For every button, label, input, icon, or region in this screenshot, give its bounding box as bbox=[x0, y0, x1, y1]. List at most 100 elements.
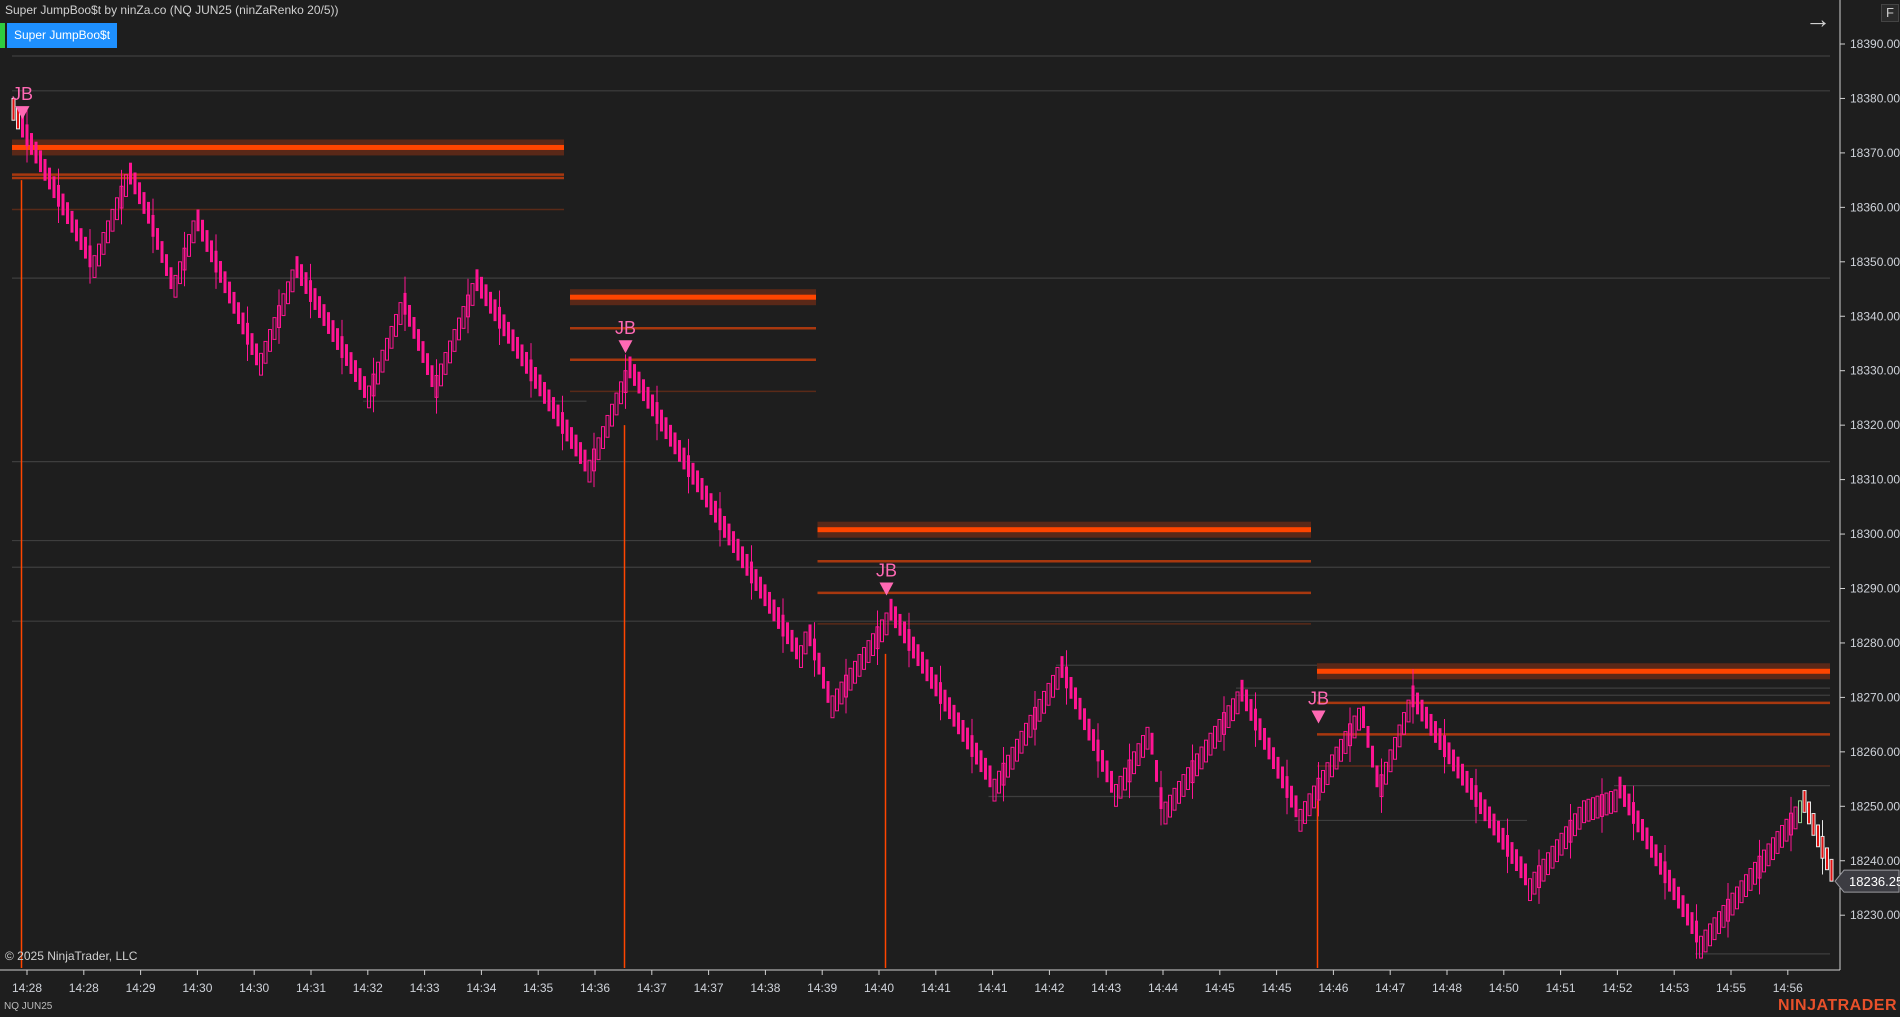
price-tick-label: 18300.00 bbox=[1850, 527, 1900, 541]
down-bar bbox=[133, 172, 137, 195]
price-tick-label: 18250.00 bbox=[1850, 799, 1900, 813]
up-bar bbox=[601, 426, 605, 449]
down-bar bbox=[322, 304, 326, 326]
down-bar bbox=[921, 651, 924, 674]
up-bar bbox=[1339, 738, 1343, 762]
up-bar bbox=[367, 385, 371, 409]
up-bar bbox=[1051, 674, 1055, 698]
down-bar bbox=[889, 598, 893, 621]
up-bar bbox=[1573, 813, 1577, 837]
up-bar bbox=[1316, 777, 1321, 801]
f-button[interactable]: F bbox=[1881, 4, 1899, 22]
down-bar bbox=[498, 306, 501, 329]
up-bar bbox=[115, 197, 119, 221]
down-bar bbox=[309, 280, 312, 302]
down-bar bbox=[1105, 760, 1109, 783]
down-bar bbox=[142, 192, 146, 214]
up-bar bbox=[848, 667, 853, 691]
down-bar bbox=[903, 621, 906, 644]
zone-main-level bbox=[570, 294, 816, 300]
down-bar bbox=[1245, 689, 1248, 712]
down-bar bbox=[1290, 785, 1293, 808]
down-bar bbox=[52, 176, 56, 199]
up-bar bbox=[1753, 861, 1757, 885]
down-bar bbox=[1659, 852, 1662, 875]
up-bar bbox=[1321, 770, 1325, 793]
down-bar bbox=[1829, 858, 1834, 882]
down-bar bbox=[1627, 793, 1631, 816]
time-tick-label: 14:48 bbox=[1432, 981, 1462, 995]
time-tick-label: 14:45 bbox=[1262, 981, 1292, 995]
down-bar bbox=[579, 442, 582, 464]
up-bar bbox=[587, 459, 592, 483]
up-bar bbox=[466, 294, 470, 318]
down-bar bbox=[1416, 692, 1419, 715]
instrument-label: NQ JUN25 bbox=[4, 1001, 53, 1012]
zone-main-level bbox=[1317, 668, 1830, 674]
up-bar bbox=[263, 340, 268, 364]
down-bar bbox=[961, 720, 965, 742]
up-bar bbox=[119, 185, 124, 209]
down-bar bbox=[160, 241, 164, 263]
up-bar bbox=[1780, 824, 1784, 848]
down-bar bbox=[520, 344, 524, 367]
up-bar bbox=[461, 306, 466, 329]
up-bar bbox=[290, 269, 295, 293]
up-bar bbox=[124, 174, 128, 197]
down-bar bbox=[475, 269, 479, 292]
time-tick-label: 14:46 bbox=[1318, 981, 1348, 995]
up-bar bbox=[1015, 738, 1019, 762]
price-tick-label: 18370.00 bbox=[1850, 146, 1900, 160]
up-bar bbox=[619, 381, 623, 405]
price-tick-label: 18310.00 bbox=[1850, 473, 1900, 487]
down-bar bbox=[979, 750, 983, 773]
up-bar bbox=[1793, 806, 1798, 830]
down-bar bbox=[313, 288, 317, 310]
up-bar bbox=[1235, 691, 1240, 715]
time-tick-label: 14:38 bbox=[750, 981, 780, 995]
price-tick-label: 18360.00 bbox=[1850, 200, 1900, 214]
up-bar bbox=[1028, 714, 1033, 738]
down-bar bbox=[732, 531, 735, 553]
down-bar bbox=[673, 432, 677, 455]
up-bar bbox=[1721, 904, 1726, 928]
up-bar bbox=[1564, 826, 1568, 850]
down-bar bbox=[1623, 785, 1626, 807]
up-bar bbox=[259, 352, 263, 376]
down-bar bbox=[565, 419, 569, 442]
down-bar bbox=[165, 254, 168, 276]
up-bar bbox=[1055, 666, 1060, 690]
down-bar bbox=[543, 382, 546, 404]
up-bar bbox=[1775, 831, 1780, 854]
down-bar bbox=[66, 202, 69, 225]
down-bar bbox=[169, 267, 173, 290]
down-bar bbox=[1276, 756, 1280, 779]
down-bar bbox=[1820, 835, 1825, 859]
time-tick-label: 14:40 bbox=[864, 981, 894, 995]
down-bar bbox=[916, 644, 920, 667]
up-bar bbox=[1406, 699, 1411, 723]
up-bar bbox=[1312, 785, 1316, 809]
down-bar bbox=[232, 291, 236, 314]
up-bar bbox=[1217, 719, 1222, 742]
up-bar bbox=[803, 631, 808, 655]
down-bar bbox=[561, 412, 564, 434]
down-bar bbox=[1461, 763, 1464, 786]
up-bar bbox=[268, 329, 272, 352]
indicator-status-strip bbox=[0, 23, 5, 48]
up-bar bbox=[1744, 874, 1748, 897]
arrow-right-icon[interactable]: → bbox=[1805, 4, 1831, 34]
down-bar bbox=[327, 312, 330, 334]
renko-bars bbox=[11, 97, 1834, 959]
up-bar bbox=[1762, 849, 1766, 873]
down-bar bbox=[84, 236, 87, 259]
up-bar bbox=[1609, 791, 1613, 814]
up-bar bbox=[173, 274, 178, 298]
down-bar bbox=[970, 735, 974, 757]
indicator-button[interactable]: Super JumpBoo$t bbox=[7, 23, 117, 48]
down-bar bbox=[1438, 728, 1442, 750]
down-bar bbox=[1492, 813, 1496, 836]
up-bar bbox=[1384, 761, 1388, 785]
down-bar bbox=[21, 115, 24, 138]
